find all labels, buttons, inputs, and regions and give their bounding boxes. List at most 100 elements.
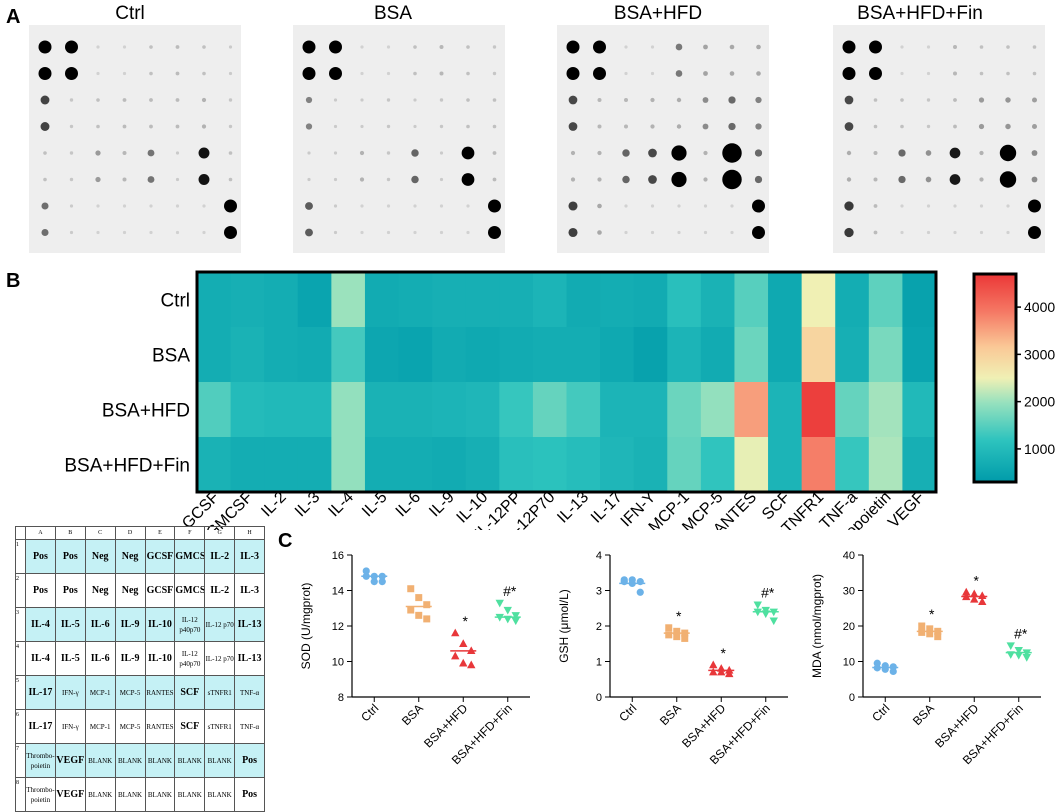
table-row: 6 IL-17 IFN-γ MCP-1 MCP-5 RANTES SCF sTN…: [15, 709, 265, 744]
x-tick-label: BSA: [657, 701, 684, 728]
blot-spot: [671, 171, 687, 188]
data-point: [451, 651, 460, 660]
blot-spot: [952, 71, 958, 76]
blot-spot: [730, 204, 734, 208]
data-point: [1014, 651, 1023, 660]
data-point: [725, 669, 734, 678]
heatmap-cell: [499, 272, 534, 328]
heatmap-cell: [297, 272, 332, 328]
blot-spot: [175, 151, 180, 155]
blot-spot: [122, 124, 127, 129]
table-cell: Pos: [234, 777, 265, 812]
data-point: [511, 612, 520, 620]
blot-spot: [622, 149, 630, 157]
blot-spot: [492, 98, 497, 102]
heatmap-cell: [398, 382, 433, 438]
blot-image-bsa-hfd-fin: [833, 25, 1045, 253]
blot-spot: [702, 97, 709, 103]
data-point: [889, 667, 897, 676]
blot-spot: [754, 149, 763, 157]
data-point: [1006, 642, 1015, 651]
blot-spot: [623, 124, 629, 129]
table-cell: MCP-1: [84, 675, 116, 710]
table-cell: TNF-α: [234, 709, 265, 744]
blot-spot: [650, 45, 655, 49]
heatmap-cell: [768, 382, 803, 438]
blot-spot: [69, 230, 74, 235]
heatmap-cell: [868, 272, 903, 328]
x-tick-label: Ctrl: [616, 701, 639, 724]
blot-spot: [755, 123, 762, 130]
heatmap-cell: [499, 382, 534, 438]
blot-spot: [593, 67, 606, 80]
data-point: [407, 606, 415, 614]
table-cell: RANTES: [144, 675, 176, 710]
blot-spot: [149, 71, 153, 76]
blot-spot: [597, 124, 602, 129]
blot-spot: [329, 67, 342, 80]
heatmap-cell: [331, 437, 366, 493]
heatmap-cell: [297, 382, 332, 438]
blot-spot: [228, 45, 233, 49]
blot-spot: [979, 150, 984, 156]
data-point: [423, 601, 431, 609]
table-cell: IL-17: [25, 675, 56, 710]
blot-spot: [492, 71, 497, 76]
table-cell: Pos: [54, 539, 86, 574]
table-cell: IL-2: [204, 539, 236, 574]
blot-spot: [305, 96, 313, 104]
blot-spot: [703, 204, 708, 208]
table-cell: VEGF: [54, 743, 86, 778]
panel-label-a: A: [6, 6, 21, 28]
blot-spot: [952, 44, 958, 50]
heatmap-cell: [364, 272, 400, 328]
heatmap-cell: [902, 437, 937, 493]
heatmap-row-label: BSA: [152, 346, 190, 367]
heatmap-cell: [600, 272, 635, 328]
heatmap-cell: [801, 382, 836, 438]
blot-spot: [900, 124, 904, 129]
blot-spot: [648, 148, 657, 158]
heatmap-row-label: BSA+HFD+Fin: [64, 456, 190, 477]
data-point: [970, 594, 979, 603]
blot-spot: [413, 230, 417, 235]
row-number: 2: [15, 573, 26, 608]
row-number: 3: [15, 607, 26, 642]
y-tick-label: 0: [596, 692, 602, 704]
blot-spot: [755, 96, 762, 104]
blot-spot: [1028, 199, 1041, 213]
data-point: [673, 627, 681, 635]
blot-background: [833, 25, 1045, 253]
blot-spot: [597, 177, 602, 182]
table-cell: IL-4: [25, 641, 56, 676]
x-tick-label: Ctrl: [869, 701, 892, 724]
heatmap-cell: [432, 437, 467, 493]
heatmap-cell: [600, 382, 635, 438]
blot-spot: [333, 98, 338, 102]
blot-spot: [953, 204, 957, 208]
blot-spot: [926, 204, 931, 208]
heatmap-cell: [633, 272, 668, 328]
blot-spot: [568, 95, 578, 105]
blot-spot: [728, 96, 736, 104]
panel-label-c: C: [278, 530, 293, 552]
table-cell: IL-2: [204, 573, 236, 608]
blot-spot: [873, 150, 878, 156]
blot-spot: [568, 122, 578, 131]
significance-mark: *: [676, 608, 682, 624]
blot-spot: [703, 44, 708, 50]
heatmap-cell: [197, 382, 232, 438]
blot-spot: [676, 97, 682, 103]
blot-spot: [898, 149, 906, 157]
x-tick-label: BSA: [910, 701, 937, 728]
blot-spot: [900, 204, 904, 208]
heatmap-cell: [465, 327, 500, 383]
blot-spot: [953, 98, 957, 102]
table-cell: IL-3: [234, 573, 265, 608]
blot-spot: [307, 151, 311, 155]
blot-spot: [568, 201, 578, 211]
blot-spot: [69, 204, 74, 208]
significance-mark: *: [974, 572, 980, 588]
blot-spot: [675, 43, 683, 51]
row-number: 4: [15, 641, 26, 676]
